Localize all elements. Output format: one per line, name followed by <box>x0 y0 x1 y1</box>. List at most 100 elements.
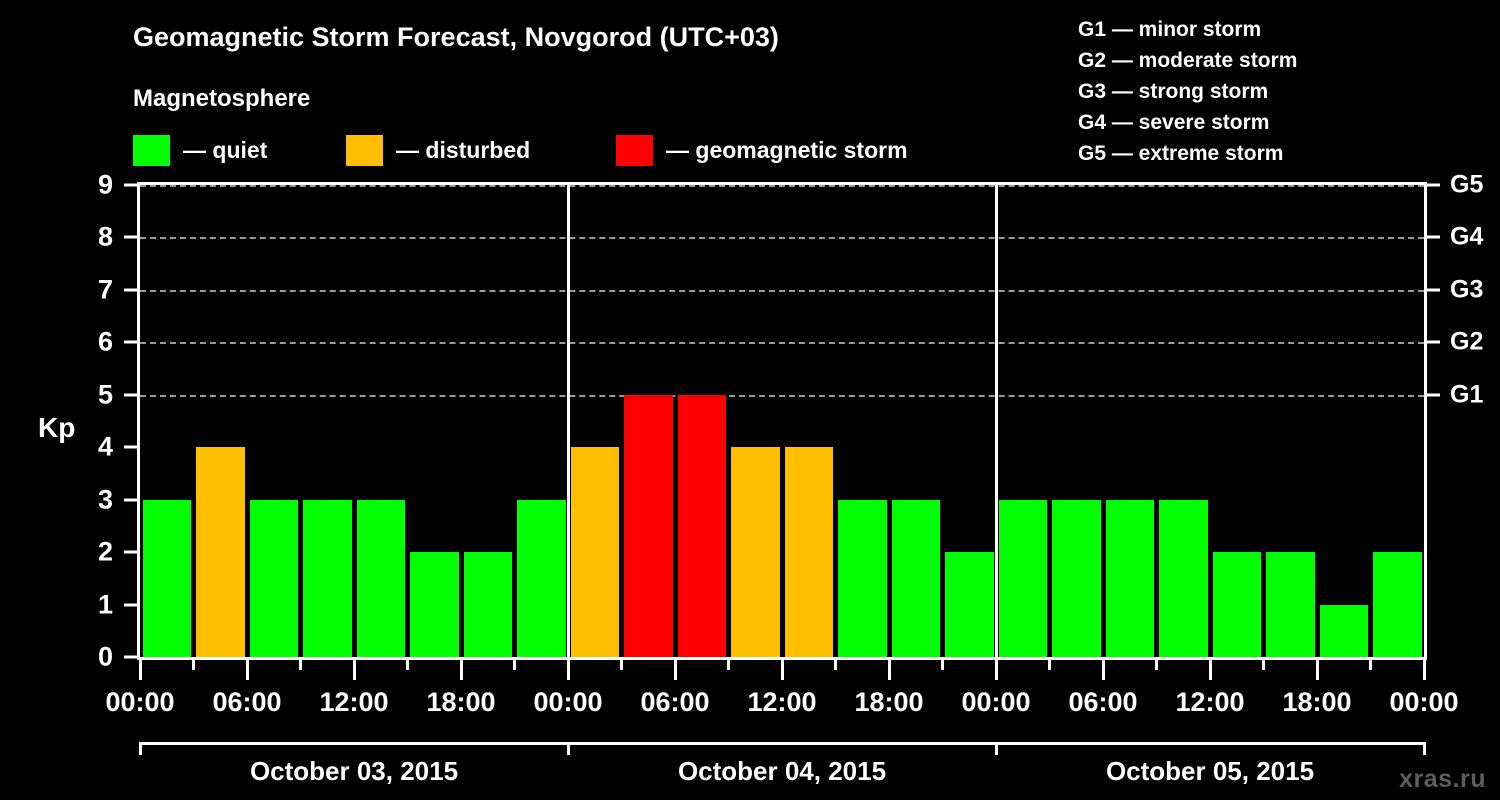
x-axis-tick-label: 06:00 <box>212 687 282 717</box>
day-range-bar <box>996 742 1424 745</box>
g-axis-tick <box>1427 340 1440 344</box>
legend-label-quiet: — quiet <box>183 136 268 163</box>
day-range-cap <box>566 742 570 755</box>
x-axis-tick-label: 00:00 <box>1389 687 1459 717</box>
gscale-item-g4: G4 — severe storm <box>1078 111 1270 134</box>
bar-kp <box>1052 499 1101 657</box>
x-axis-minor-tick <box>1369 660 1372 670</box>
bar-kp <box>784 447 833 657</box>
x-axis-major-tick <box>245 660 249 680</box>
bar-kp <box>838 499 887 657</box>
g-axis-tick <box>1427 393 1440 397</box>
legend-swatch-storm <box>616 134 653 166</box>
bar-kp <box>1266 552 1315 657</box>
x-axis-tick-label: 18:00 <box>426 687 496 717</box>
x-axis-major-tick <box>994 660 998 680</box>
g-axis-tick-label: G3 <box>1450 275 1484 304</box>
bar-kp <box>998 499 1047 657</box>
x-axis-tick-label: 12:00 <box>747 687 817 717</box>
bar-kp <box>1105 499 1154 657</box>
gridline-kp-9 <box>140 185 1424 187</box>
g-axis-tick <box>1427 235 1440 239</box>
day-range-cap <box>1422 742 1426 755</box>
y-axis-title: Kp <box>38 412 76 443</box>
x-axis-minor-tick <box>1262 660 1265 670</box>
bar-kp <box>624 394 673 657</box>
bar-kp <box>945 552 994 657</box>
y-axis-tick-label: 1 <box>97 589 113 620</box>
bar-kp <box>356 499 405 657</box>
bar-kp <box>1373 552 1422 657</box>
y-axis-tick-label: 0 <box>97 641 113 672</box>
section-label: Magnetosphere <box>133 85 311 112</box>
legend-item-quiet: — quiet <box>133 133 267 167</box>
x-axis-minor-tick <box>406 660 409 670</box>
bar-kp <box>677 394 726 657</box>
day-label: October 05, 2015 <box>1105 756 1315 786</box>
x-axis-tick-label: 18:00 <box>854 687 924 717</box>
y-axis-tick <box>124 393 137 397</box>
day-separators <box>140 185 1424 657</box>
bar-kp <box>142 499 191 657</box>
bar-kp <box>1159 499 1208 657</box>
x-axis-major-tick <box>887 660 891 680</box>
x-axis-tick-label: 18:00 <box>1282 687 1352 717</box>
day-separator <box>566 185 570 657</box>
y-axis-tick <box>124 183 137 187</box>
x-axis-minor-tick <box>192 660 195 670</box>
y-axis-tick <box>124 498 137 502</box>
gscale-item-g3: G3 — strong storm <box>1078 80 1269 103</box>
bar-kp <box>1319 604 1368 657</box>
x-axis-tick-label: 00:00 <box>533 687 603 717</box>
y-axis-tick-label: 3 <box>97 484 113 515</box>
gscale-legend: G1 — minor storm G2 — moderate storm G3 … <box>1078 14 1297 169</box>
page-title: Geomagnetic Storm Forecast, Novgorod (UT… <box>133 22 779 52</box>
y-axis-tick <box>124 288 137 292</box>
gridline-kp-6 <box>140 342 1424 345</box>
x-axis-major-tick <box>1315 660 1319 680</box>
x-axis-tick-label: 06:00 <box>1068 687 1138 717</box>
y-axis-tick <box>124 603 137 607</box>
x-axis-tick-label: 12:00 <box>1175 687 1245 717</box>
day-label: October 04, 2015 <box>677 756 887 786</box>
legend-item-storm: — geomagnetic storm <box>616 133 908 167</box>
gscale-item-g2: G2 — moderate storm <box>1078 49 1298 72</box>
watermark: xras.ru <box>1399 765 1486 793</box>
gridline-kp-8 <box>140 237 1424 240</box>
bar-kp <box>517 499 566 657</box>
x-axis-minor-tick <box>941 660 944 670</box>
legend-swatch-disturbed <box>346 134 383 166</box>
x-axis-major-tick <box>1101 660 1105 680</box>
bar-kp <box>463 552 512 657</box>
y-axis-tick-label: 8 <box>97 221 113 252</box>
y-axis-tick-label: 7 <box>97 274 113 305</box>
g-axis-tick-label: G2 <box>1450 327 1484 356</box>
day-separator <box>994 185 998 657</box>
y-axis-tick <box>124 655 137 659</box>
day-label: October 03, 2015 <box>249 756 459 786</box>
gridline-kp-7 <box>140 289 1424 292</box>
y-axis-tick-label: 9 <box>97 169 113 200</box>
x-axis-minor-tick <box>1155 660 1158 670</box>
x-axis-tick-label: 00:00 <box>105 687 175 717</box>
bar-series <box>140 185 1424 657</box>
g-axis-tick-label: G4 <box>1450 222 1484 251</box>
g-axis-tick-label: G1 <box>1450 380 1484 409</box>
x-axis-major-tick <box>780 660 784 680</box>
legend-label-storm: — geomagnetic storm <box>666 136 908 163</box>
x-axis-major-tick <box>352 660 356 680</box>
bar-kp <box>410 552 459 657</box>
y-axis-tick <box>124 445 137 449</box>
x-axis-minor-tick <box>620 660 623 670</box>
day-range-cap <box>138 742 142 755</box>
y-axis-tick-label: 5 <box>97 379 113 410</box>
y-axis-tick-label: 6 <box>97 326 113 357</box>
y-axis-tick <box>124 340 137 344</box>
gridline-kp-5 <box>140 394 1424 397</box>
x-axis-tick-label: 12:00 <box>319 687 389 717</box>
y-axis-tick-label: 2 <box>97 536 113 567</box>
x-axis-minor-tick <box>513 660 516 670</box>
bar-kp <box>1212 552 1261 657</box>
bar-kp <box>891 499 940 657</box>
